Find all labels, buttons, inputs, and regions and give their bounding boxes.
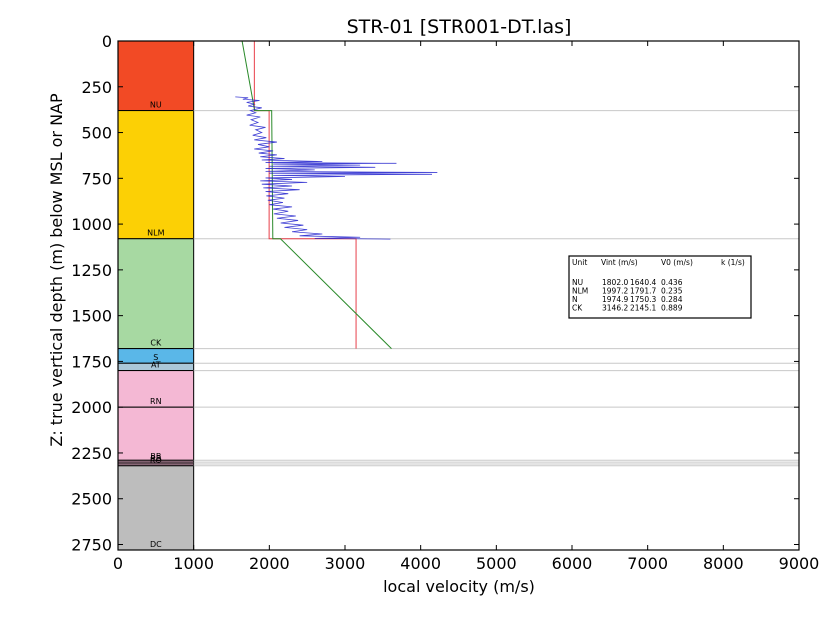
strat-label-ro: RO bbox=[150, 456, 162, 465]
y-tick-label: 2500 bbox=[71, 490, 112, 509]
x-tick-label: 7000 bbox=[627, 554, 668, 573]
interval-velocity-line bbox=[253, 41, 357, 349]
legend-header-cell: k (1/s) bbox=[721, 258, 745, 267]
x-tick-label: 4000 bbox=[400, 554, 441, 573]
legend-row-cell: 0.436 bbox=[661, 278, 683, 287]
strat-label-ck: CK bbox=[150, 339, 162, 348]
legend-row-cell: 3146.2 bbox=[602, 304, 628, 313]
y-tick-label: 2750 bbox=[71, 536, 112, 555]
y-tick-label: 2000 bbox=[71, 398, 112, 417]
strat-label-at: AT bbox=[151, 361, 161, 370]
y-tick-label: 250 bbox=[81, 78, 112, 97]
strat-label-nu: NU bbox=[150, 101, 162, 110]
y-tick-label: 1500 bbox=[71, 307, 112, 326]
legend-row-cell: 1802.0 bbox=[602, 278, 628, 287]
strat-label-dc: DC bbox=[150, 540, 162, 549]
legend-header-cell: Unit bbox=[572, 258, 587, 267]
formation-boundary-lines bbox=[193, 110, 799, 551]
strat-label-nlm: NLM bbox=[147, 229, 164, 238]
velocity-table-legend: Unit Vint (m/s) V0 (m/s) k (1/s) NU 1802.0 164… bbox=[568, 255, 752, 319]
y-tick-label: 2250 bbox=[71, 444, 112, 463]
strat-unit-unlabeled bbox=[117, 406, 195, 461]
x-tick-label: 0 bbox=[113, 554, 123, 573]
strat-label-rn: RN bbox=[150, 397, 162, 406]
legend-row-cell: 2145.1 bbox=[630, 304, 656, 313]
y-axis: 0 250 500 750 1000 1250 1500 1750 2000 2250 2500 27… bbox=[71, 32, 799, 555]
legend-row-cell: N bbox=[572, 295, 578, 304]
x-tick-label: 9000 bbox=[779, 554, 820, 573]
sonic-log-line bbox=[235, 96, 438, 240]
x-tick-label: 6000 bbox=[552, 554, 593, 573]
chart-title: STR-01 [STR001-DT.las] bbox=[347, 16, 572, 38]
strat-label-rb: RB bbox=[150, 454, 161, 463]
legend-box bbox=[568, 255, 752, 319]
plot-frame bbox=[117, 40, 800, 551]
y-tick-label: 750 bbox=[81, 169, 112, 188]
x-tick-label: 5000 bbox=[476, 554, 517, 573]
velocity-series bbox=[235, 40, 438, 349]
strat-label-s: S bbox=[153, 353, 158, 362]
x-tick-label: 1000 bbox=[173, 554, 214, 573]
strat-unit-ck bbox=[117, 238, 195, 350]
legend-header-cell: V0 (m/s) bbox=[661, 258, 693, 267]
legend-row-cell: 1974.9 bbox=[602, 295, 628, 304]
strat-unit-dc bbox=[117, 465, 195, 551]
legend-row-cell: 1791.7 bbox=[630, 287, 656, 296]
v0-k-trend-line bbox=[241, 40, 392, 349]
y-axis-label: Z: true vertical depth (m) below MSL or … bbox=[47, 93, 66, 447]
legend-row-cell: 0.889 bbox=[661, 304, 683, 313]
legend-row-cell: 1640.4 bbox=[630, 278, 656, 287]
legend-row-cell: 1997.2 bbox=[602, 287, 628, 296]
strat-unit-nlm bbox=[117, 110, 195, 240]
x-tick-label: 2000 bbox=[249, 554, 290, 573]
x-axis-label: local velocity (m/s) bbox=[383, 577, 535, 596]
x-axis: 0 1000 2000 3000 4000 5000 6000 7000 8000 9000 bbox=[113, 41, 819, 573]
y-tick-label: 1000 bbox=[71, 215, 112, 234]
y-tick-label: 500 bbox=[81, 124, 112, 143]
legend-header-cell: Vint (m/s) bbox=[601, 258, 638, 267]
y-tick-label: 1750 bbox=[71, 352, 112, 371]
strat-label-bb: BB bbox=[150, 452, 161, 461]
legend-row-cell: 0.235 bbox=[661, 287, 683, 296]
x-tick-label: 3000 bbox=[325, 554, 366, 573]
strat-unit-nu bbox=[117, 40, 195, 112]
y-tick-label: 1250 bbox=[71, 261, 112, 280]
x-tick-label: 8000 bbox=[703, 554, 744, 573]
legend-row-cell: NU bbox=[572, 278, 583, 287]
legend-row-cell: 0.284 bbox=[661, 295, 683, 304]
y-tick-label: 0 bbox=[102, 32, 112, 51]
legend-row-cell: CK bbox=[572, 304, 583, 313]
legend-row-cell: NLM bbox=[572, 287, 588, 296]
legend-row-cell: 1750.3 bbox=[630, 295, 656, 304]
